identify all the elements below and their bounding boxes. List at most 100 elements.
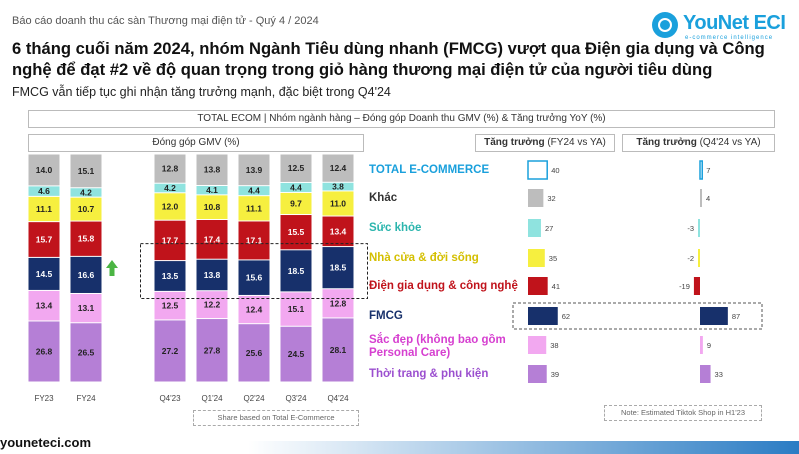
bar-value-q4-23-kh-c: 12.8	[162, 164, 179, 174]
growth-q4-bar-nh-c-a-i-s-ng	[698, 249, 700, 267]
bar-q3-24-s-c-p-kh-ng-bao-g-m-personal-care	[280, 292, 312, 326]
bar-value-q2-24-nh-c-a-i-s-ng: 11.1	[246, 203, 262, 213]
category-label-i-n-gia-d-ng-c-ng-ngh: Điện gia dụng & công nghệ	[369, 280, 518, 292]
bar-value-q3-24-s-c-kh-e: 4.4	[290, 182, 302, 192]
category-label-th-i-trang-ph-ki-n: Thời trang & phụ kiện	[369, 368, 489, 380]
x-tick-q4-23: Q4'23	[159, 394, 181, 403]
bar-value-q4-24-fmcg: 18.5	[330, 263, 347, 273]
growth-fy-value-fmcg: 62	[562, 312, 570, 321]
bar-q4-24-s-c-kh-e	[322, 182, 354, 191]
growth-fy-bar-nh-c-a-i-s-ng	[528, 249, 545, 267]
growth-q4-bar-th-i-trang-ph-ki-n	[700, 365, 711, 383]
bar-fy24-s-c-p-kh-ng-bao-g-m-personal-care	[70, 293, 102, 323]
growth-fy-bar-i-n-gia-d-ng-c-ng-ngh	[528, 277, 548, 295]
bar-value-q3-24-th-i-trang-ph-ki-n: 24.5	[288, 349, 305, 359]
x-tick-q3-24: Q3'24	[285, 394, 307, 403]
category-label-s-c-kh-e: Sức khỏe	[369, 222, 422, 234]
bar-value-fy23-th-i-trang-ph-ki-n: 26.8	[36, 346, 53, 356]
bar-value-q1-24-fmcg: 13.8	[204, 270, 221, 280]
fmcg-growth-highlight-box	[512, 302, 763, 330]
growth-q4-value-nh-c-a-i-s-ng: -2	[687, 254, 694, 263]
bar-q1-24-nh-c-a-i-s-ng	[196, 195, 228, 220]
growth-fy-title-rest: (FY24 vs YA)	[544, 137, 606, 148]
bar-q4-23-kh-c	[154, 154, 186, 183]
bar-q4-24-i-n-gia-d-ng-c-ng-ngh	[322, 216, 354, 247]
bar-value-fy24-fmcg: 16.6	[78, 270, 95, 280]
bar-q3-24-kh-c	[280, 154, 312, 182]
bar-value-q4-23-s-c-kh-e: 4.2	[164, 183, 176, 193]
growth-q4-bar-i-n-gia-d-ng-c-ng-ngh	[693, 277, 700, 295]
bar-q2-24-th-i-trang-ph-ki-n	[238, 324, 270, 382]
bar-value-fy23-kh-c: 14.0	[36, 165, 53, 175]
brand-tagline: e-commerce intelligence	[685, 35, 774, 41]
bar-q4-23-s-c-kh-e	[154, 183, 186, 193]
growth-fy-value-th-i-trang-ph-ki-n: 39	[551, 370, 559, 379]
bar-fy24-nh-c-a-i-s-ng	[70, 197, 102, 221]
bar-q1-24-s-c-kh-e	[196, 185, 228, 195]
website-url: youneteci.com	[0, 435, 92, 450]
bar-value-q4-23-s-c-p-kh-ng-bao-g-m-personal-care: 12.5	[162, 301, 179, 311]
page-title: 6 tháng cuối năm 2024, nhóm Ngành Tiêu d…	[12, 39, 765, 79]
report-label: Báo cáo doanh thu các sàn Thương mại điệ…	[12, 15, 319, 27]
bar-value-fy23-fmcg: 14.5	[36, 269, 53, 279]
growth-fy-value-total-e-commerce: 40	[551, 166, 559, 175]
bar-fy23-fmcg	[28, 257, 60, 290]
category-label-total-e-commerce: TOTAL E-COMMERCE	[369, 164, 490, 176]
growth-q4-value-s-c-kh-e: -3	[687, 224, 694, 233]
footer-gradient-bar	[248, 441, 799, 454]
bar-value-q4-24-i-n-gia-d-ng-c-ng-ngh: 13.4	[330, 226, 347, 236]
bar-value-fy24-th-i-trang-ph-ki-n: 26.5	[78, 347, 95, 357]
x-tick-q2-24: Q2'24	[243, 394, 265, 403]
growth-fy-value-s-c-kh-e: 27	[545, 224, 553, 233]
bar-q4-24-fmcg	[322, 247, 354, 289]
bar-fy23-s-c-p-kh-ng-bao-g-m-personal-care	[28, 290, 60, 321]
category-label-fmcg: FMCG	[369, 310, 403, 322]
growth-q4-bar-s-c-p-kh-ng-bao-g-m-personal-care	[700, 336, 703, 354]
bar-value-fy24-kh-c: 15.1	[78, 166, 95, 176]
growth-q4-value-i-n-gia-d-ng-c-ng-ngh: -19	[679, 282, 690, 291]
bar-q1-24-th-i-trang-ph-ki-n	[196, 319, 228, 382]
bar-q4-23-s-c-p-kh-ng-bao-g-m-personal-care	[154, 291, 186, 320]
bar-value-q3-24-fmcg: 18.5	[288, 266, 305, 276]
bar-value-q1-24-kh-c: 13.8	[204, 165, 221, 175]
growth-q4-bar-total-e-commerce	[699, 160, 703, 180]
growth-fy-value-i-n-gia-d-ng-c-ng-ngh: 41	[552, 282, 560, 291]
bar-value-q3-24-kh-c: 12.5	[288, 163, 305, 173]
bar-value-q4-23-th-i-trang-ph-ki-n: 27.2	[162, 346, 179, 356]
bar-value-q2-24-kh-c: 13.9	[246, 165, 263, 175]
growth-fy-value-nh-c-a-i-s-ng: 35	[549, 254, 557, 263]
bar-q2-24-s-c-p-kh-ng-bao-g-m-personal-care	[238, 295, 270, 324]
bar-q1-24-i-n-gia-d-ng-c-ng-ngh	[196, 220, 228, 259]
growth-q4-bar-s-c-kh-e	[698, 219, 700, 237]
bar-fy23-th-i-trang-ph-ki-n	[28, 321, 60, 382]
growth-fy-value-kh-c: 32	[547, 194, 555, 203]
bar-q4-24-th-i-trang-ph-ki-n	[322, 318, 354, 382]
bar-fy23-i-n-gia-d-ng-c-ng-ngh	[28, 222, 60, 257]
growth-fy-bar-s-c-kh-e	[528, 219, 541, 237]
bar-value-fy24-i-n-gia-d-ng-c-ng-ngh: 15.8	[78, 234, 95, 244]
bar-value-q4-24-nh-c-a-i-s-ng: 11.0	[330, 198, 346, 208]
growth-q4-bar-fmcg	[700, 307, 728, 325]
growth-fy-bar-total-e-commerce	[527, 160, 548, 180]
bar-value-q1-24-th-i-trang-ph-ki-n: 27.8	[204, 345, 221, 355]
bar-value-q2-24-s-c-p-kh-ng-bao-g-m-personal-care: 12.4	[246, 305, 263, 315]
tiktok-footnote: Note: Estimated Tiktok Shop in H1'23	[604, 405, 762, 421]
bar-q1-24-s-c-p-kh-ng-bao-g-m-personal-care	[196, 291, 228, 319]
bar-value-q3-24-nh-c-a-i-s-ng: 9.7	[290, 198, 302, 208]
bar-value-fy24-s-c-kh-e: 4.2	[80, 187, 92, 197]
bar-fy24-s-c-kh-e	[70, 188, 102, 197]
bar-q4-24-nh-c-a-i-s-ng	[322, 191, 354, 216]
growth-q4-value-total-e-commerce: 7	[706, 166, 710, 175]
total-ecom-header: TOTAL ECOM | Nhóm ngành hàng – Đóng góp …	[28, 110, 775, 128]
bar-value-q2-24-i-n-gia-d-ng-c-ng-ngh: 17.1	[246, 235, 263, 245]
bar-fy24-fmcg	[70, 256, 102, 293]
bar-value-fy23-s-c-kh-e: 4.6	[38, 186, 50, 196]
bar-value-q4-24-th-i-trang-ph-ki-n: 28.1	[330, 345, 347, 355]
bar-value-q1-24-s-c-kh-e: 4.1	[206, 185, 218, 195]
bar-value-q4-24-s-c-p-kh-ng-bao-g-m-personal-care: 12.8	[330, 298, 347, 308]
x-tick-fy23: FY23	[34, 394, 54, 403]
growth-fy-title-bold: Tăng trưởng	[484, 137, 545, 148]
growth-q4-bar-kh-c	[700, 189, 702, 207]
bar-value-q1-24-nh-c-a-i-s-ng: 10.8	[204, 202, 221, 212]
